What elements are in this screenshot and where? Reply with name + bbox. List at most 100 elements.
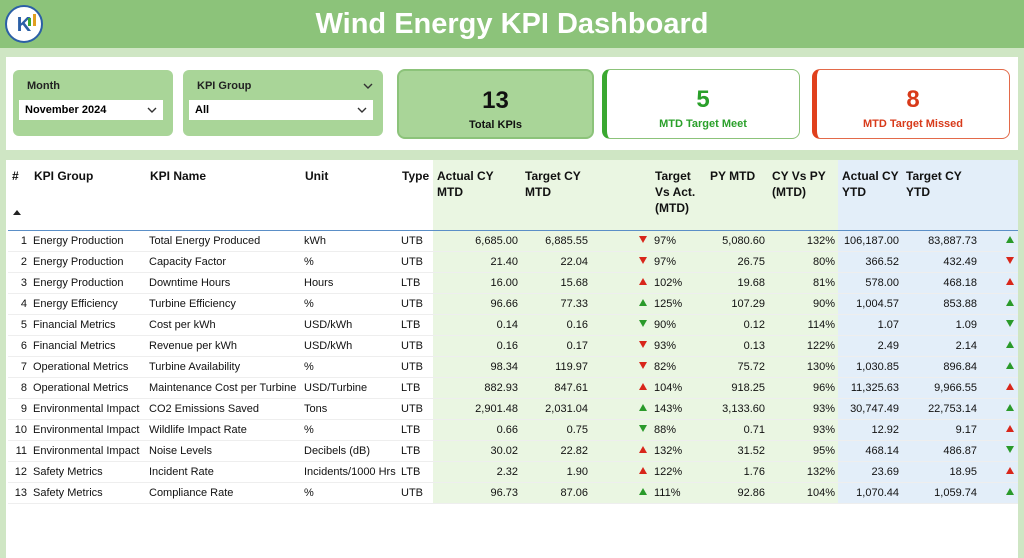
cell: 2.32 <box>433 461 521 483</box>
cell: 12 <box>8 461 30 483</box>
status-arrow <box>1006 383 1014 390</box>
column-header[interactable]: KPI Group <box>30 160 146 231</box>
icon-cell <box>591 335 651 357</box>
cell: Energy Production <box>30 230 146 252</box>
cell: Environmental Impact <box>30 419 146 441</box>
cell: 122% <box>768 335 838 357</box>
cell: 13 <box>8 482 30 504</box>
icon-cell <box>980 461 1018 483</box>
cell: 125% <box>651 293 706 315</box>
cell: 12.92 <box>838 419 902 441</box>
cell: 5,080.60 <box>706 230 768 252</box>
column-header[interactable]: Target CY MTD <box>521 160 591 231</box>
cell: 132% <box>651 440 706 462</box>
cell: 2.49 <box>838 335 902 357</box>
status-arrow <box>1006 320 1014 327</box>
column-header <box>980 160 1018 231</box>
sort-indicator <box>13 210 21 215</box>
cell: 0.13 <box>706 335 768 357</box>
cell: 0.12 <box>706 314 768 336</box>
cell: 82% <box>651 356 706 378</box>
cell: Financial Metrics <box>30 335 146 357</box>
card-value: 13 <box>482 87 509 114</box>
cell: 88% <box>651 419 706 441</box>
cell: 98.34 <box>433 356 521 378</box>
cell: 432.49 <box>902 251 980 273</box>
cell: LTB <box>398 419 433 441</box>
cell: 3 <box>8 272 30 294</box>
icon-cell <box>980 335 1018 357</box>
cell: 22,753.14 <box>902 398 980 420</box>
cell: Wildlife Impact Rate <box>146 419 301 441</box>
cell: 22.82 <box>521 440 591 462</box>
cell: 2.14 <box>902 335 980 357</box>
column-header[interactable]: # <box>8 160 30 231</box>
cell: 5 <box>8 314 30 336</box>
icon-cell <box>980 356 1018 378</box>
table-row: 5 Financial Metrics Cost per kWh USD/kWh LTB… <box>8 314 1018 336</box>
cell: 77.33 <box>521 293 591 315</box>
cell: 1.09 <box>902 314 980 336</box>
column-header[interactable]: Actual CY YTD <box>838 160 902 231</box>
column-header[interactable]: Target CY YTD <box>902 160 980 231</box>
icon-cell <box>591 398 651 420</box>
cell: 0.14 <box>433 314 521 336</box>
cell: CO2 Emissions Saved <box>146 398 301 420</box>
icon-cell <box>591 230 651 252</box>
cell: Energy Production <box>30 251 146 273</box>
cell: 81% <box>768 272 838 294</box>
cell: 93% <box>651 335 706 357</box>
status-arrow <box>639 383 647 390</box>
column-header[interactable]: CY Vs PY (MTD) <box>768 160 838 231</box>
column-header[interactable]: PY MTD <box>706 160 768 231</box>
month-filter[interactable]: Month November 2024 <box>13 70 173 136</box>
cell: Environmental Impact <box>30 398 146 420</box>
cell: Maintenance Cost per Turbine <box>146 377 301 399</box>
column-header[interactable]: KPI Name <box>146 160 301 231</box>
cell: USD/Turbine <box>301 377 398 399</box>
status-arrow <box>1006 299 1014 306</box>
cell: 90% <box>651 314 706 336</box>
cell: 96.73 <box>433 482 521 504</box>
icon-cell <box>591 377 651 399</box>
cell: 143% <box>651 398 706 420</box>
cell: Capacity Factor <box>146 251 301 273</box>
status-arrow <box>639 362 647 369</box>
status-arrow <box>639 488 647 495</box>
card-label: MTD Target Missed <box>862 118 964 130</box>
cell: 18.95 <box>902 461 980 483</box>
cell: UTB <box>398 398 433 420</box>
cell: 9.17 <box>902 419 980 441</box>
status-arrow <box>1006 362 1014 369</box>
cell: 0.75 <box>521 419 591 441</box>
cell: Tons <box>301 398 398 420</box>
chevron <box>363 83 373 89</box>
kpi-group-filter[interactable]: KPI Group All <box>183 70 383 136</box>
dropdown[interactable]: All <box>189 100 373 120</box>
filter-panel: Month November 2024 KPI Group All 13 Tota… <box>6 57 1018 150</box>
cell: 7 <box>8 356 30 378</box>
cell: 0.16 <box>433 335 521 357</box>
icon-cell <box>591 314 651 336</box>
dropdown-value: All <box>195 104 210 116</box>
cell: % <box>301 419 398 441</box>
dropdown[interactable]: November 2024 <box>19 100 163 120</box>
filter-label: KPI Group <box>197 80 252 92</box>
column-header[interactable]: Target Vs Act. (MTD) <box>651 160 706 231</box>
table-row: 13 Safety Metrics Compliance Rate% UTB 96.73… <box>8 482 1018 504</box>
cell: 30,747.49 <box>838 398 902 420</box>
table-row: 2 Energy Production Capacity Factor% UTB 21.… <box>8 251 1018 273</box>
status-arrow <box>639 404 647 411</box>
cell: 486.87 <box>902 440 980 462</box>
cell: 2,031.04 <box>521 398 591 420</box>
cell: UTB <box>398 251 433 273</box>
column-header[interactable]: Type <box>398 160 433 231</box>
cell: 16.00 <box>433 272 521 294</box>
cell: kWh <box>301 230 398 252</box>
icon-cell <box>980 377 1018 399</box>
column-header[interactable]: Unit <box>301 160 398 231</box>
cell: 93% <box>768 419 838 441</box>
status-arrow <box>1006 404 1014 411</box>
column-header[interactable]: Actual CY MTD <box>433 160 521 231</box>
cell: USD/kWh <box>301 314 398 336</box>
